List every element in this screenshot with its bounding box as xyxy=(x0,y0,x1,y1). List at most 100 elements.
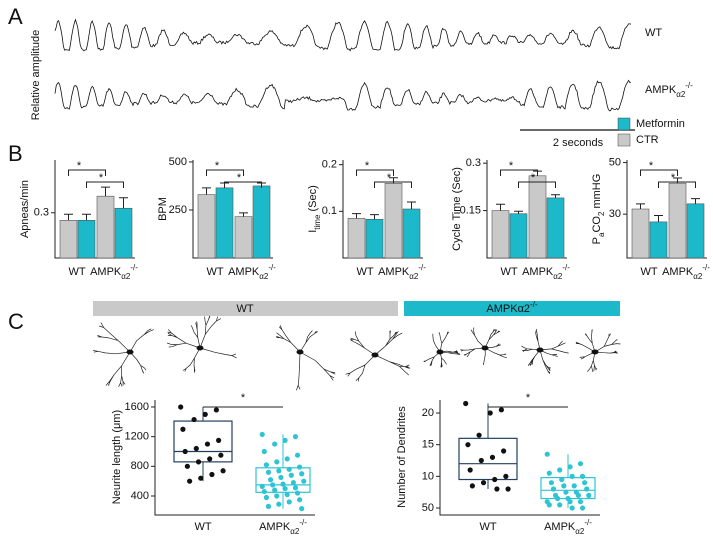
legend-label: CTR xyxy=(636,134,659,146)
neuron xyxy=(575,329,621,372)
label-part: AMPK xyxy=(228,266,260,278)
data-point xyxy=(274,459,280,465)
data-point xyxy=(569,505,575,511)
data-point xyxy=(577,461,584,467)
data-point xyxy=(195,459,202,465)
data-point xyxy=(544,451,550,457)
data-point xyxy=(546,470,552,476)
neuron xyxy=(276,325,336,391)
data-point xyxy=(290,480,296,486)
y-tick-label: 0.1 xyxy=(322,205,337,217)
y-tick-label: 500 xyxy=(169,156,187,168)
data-point xyxy=(465,442,471,448)
data-point xyxy=(282,485,288,492)
data-point xyxy=(280,481,286,487)
significance-bracket xyxy=(356,169,394,176)
data-point xyxy=(261,448,267,455)
data-point xyxy=(294,490,301,496)
data-point xyxy=(546,502,552,508)
significance-bracket xyxy=(500,169,538,176)
x-tick-label: WT xyxy=(500,266,517,278)
data-point xyxy=(259,431,265,438)
label-part: α2 xyxy=(290,527,300,536)
group-header xyxy=(93,301,398,316)
error-bar xyxy=(654,214,663,222)
y-axis-label: Apneas/min xyxy=(19,180,31,238)
error-bar xyxy=(496,203,505,211)
data-point xyxy=(294,452,301,458)
y-axis-label: Relative amplitude xyxy=(30,30,42,121)
y-tick-label: 0.3 xyxy=(34,207,49,219)
label-part: AMPK xyxy=(645,84,677,96)
data-point xyxy=(263,494,269,501)
significance-bracket xyxy=(224,181,262,188)
bar xyxy=(686,203,705,259)
data-point xyxy=(220,468,226,474)
data-point xyxy=(567,499,573,505)
bar xyxy=(96,195,115,259)
data-point xyxy=(202,411,208,417)
bar xyxy=(59,220,78,259)
y-tick-label: 50 xyxy=(422,502,434,514)
axis xyxy=(154,400,315,516)
bar xyxy=(215,187,234,259)
label-part: AMPK xyxy=(90,266,122,278)
label-part: AMPK xyxy=(662,266,694,278)
box xyxy=(458,437,518,481)
trace-label: WT xyxy=(645,27,662,39)
legend-swatch xyxy=(617,117,631,131)
label-part: α2 xyxy=(409,272,419,281)
label-part: AMPK xyxy=(378,266,410,278)
data-point xyxy=(182,448,188,455)
label-part: CO xyxy=(591,216,603,233)
data-point xyxy=(278,474,284,481)
error-bar xyxy=(64,213,73,221)
data-point xyxy=(292,485,299,491)
y-tick-label: 400 xyxy=(131,490,149,502)
data-point xyxy=(259,483,265,489)
panel-label: B xyxy=(8,141,23,166)
data-point xyxy=(550,486,557,492)
bar xyxy=(234,216,253,259)
label-part: AMPKα2 xyxy=(486,303,530,315)
neuron xyxy=(423,331,461,368)
bar xyxy=(347,218,366,259)
significance-bracket xyxy=(86,181,124,188)
error-bar xyxy=(202,187,211,195)
data-point xyxy=(187,478,193,484)
error-bar xyxy=(407,201,416,209)
data-point xyxy=(586,492,592,498)
data-point xyxy=(204,441,211,447)
data-point xyxy=(274,493,280,499)
data-point xyxy=(299,506,305,512)
significance-star: * xyxy=(365,160,370,172)
y-tick-label: 50 xyxy=(609,156,621,168)
neuron xyxy=(521,328,569,374)
error-bar xyxy=(551,194,560,198)
label-part: -/- xyxy=(562,263,570,272)
soma xyxy=(371,352,379,358)
error-bar xyxy=(352,213,361,219)
soma xyxy=(126,349,134,355)
label-part: α2 xyxy=(575,527,585,536)
data-point xyxy=(286,466,292,472)
y-axis-label: BPM xyxy=(157,197,169,221)
label-part: α2 xyxy=(121,272,131,281)
data-point xyxy=(498,407,504,413)
data-point xyxy=(577,499,584,505)
label-part: -/- xyxy=(530,300,538,309)
data-point xyxy=(559,476,565,483)
label-part: -/- xyxy=(418,263,426,272)
data-point xyxy=(467,467,473,473)
x-tick-label: WT xyxy=(356,266,373,278)
data-point xyxy=(299,471,305,477)
significance-star: * xyxy=(531,172,536,184)
data-point xyxy=(561,483,567,489)
legend-label: Metformin xyxy=(636,118,685,130)
data-point xyxy=(563,489,569,495)
data-point xyxy=(286,499,292,505)
panel-label: A xyxy=(8,4,23,29)
significance-star: * xyxy=(99,172,104,184)
data-point xyxy=(582,480,588,486)
data-point xyxy=(469,483,475,489)
